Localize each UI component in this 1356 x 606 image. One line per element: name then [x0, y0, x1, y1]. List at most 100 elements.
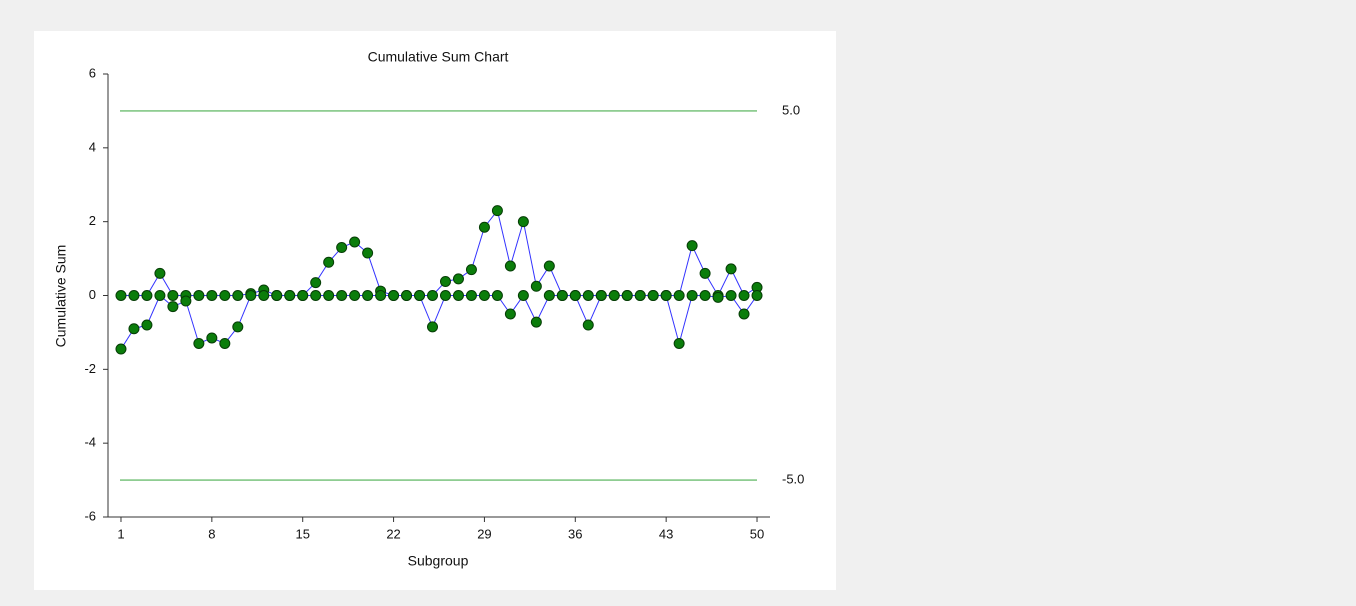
data-point	[517, 290, 529, 301]
data-point	[517, 216, 529, 228]
data-point	[569, 290, 581, 301]
data-point	[595, 290, 607, 301]
data-point	[271, 290, 283, 301]
data-point	[530, 316, 542, 328]
data-point	[362, 290, 374, 301]
x-tick-label: 43	[659, 526, 673, 541]
data-point	[167, 301, 179, 313]
x-tick-label: 36	[568, 526, 582, 541]
data-point	[452, 290, 464, 301]
data-point	[465, 290, 477, 301]
data-point	[310, 290, 322, 301]
data-point	[582, 319, 594, 331]
x-tick-label: 22	[386, 526, 400, 541]
y-axis-label: Cumulative Sum	[53, 245, 69, 348]
data-point	[699, 267, 711, 279]
data-point	[206, 332, 218, 344]
data-point	[439, 275, 451, 287]
data-point	[699, 290, 711, 301]
y-tick-label: 4	[89, 139, 96, 154]
data-point	[362, 247, 374, 259]
data-point	[115, 343, 127, 355]
x-tick-label: 50	[750, 526, 764, 541]
data-point	[310, 277, 322, 289]
data-point	[751, 290, 763, 301]
data-point	[660, 290, 672, 301]
data-point	[439, 290, 451, 301]
x-tick-label: 29	[477, 526, 491, 541]
data-point	[375, 290, 387, 301]
data-point	[725, 290, 737, 301]
data-point	[193, 290, 205, 301]
data-point	[673, 337, 685, 349]
data-point	[128, 290, 140, 301]
data-point	[128, 323, 140, 335]
data-point	[738, 308, 750, 320]
data-point	[465, 264, 477, 276]
y-tick-label: 2	[89, 213, 96, 228]
data-point	[193, 337, 205, 349]
data-point	[401, 290, 413, 301]
y-tick-label: 0	[89, 287, 96, 302]
y-tick-label: 6	[89, 65, 96, 80]
data-point	[284, 290, 296, 301]
control-limit-label: 5.0	[782, 102, 800, 117]
data-point	[154, 290, 166, 301]
chart-title: Cumulative Sum Chart	[368, 49, 509, 65]
data-point	[452, 273, 464, 285]
data-point	[543, 290, 555, 301]
data-point	[556, 290, 568, 301]
data-point	[427, 321, 439, 333]
data-point	[478, 221, 490, 233]
y-tick-label: -4	[84, 435, 96, 450]
data-point	[647, 290, 659, 301]
x-tick-label: 8	[208, 526, 215, 541]
data-point	[349, 290, 361, 301]
data-point	[141, 319, 153, 331]
x-tick-label: 1	[117, 526, 124, 541]
data-point	[634, 290, 646, 301]
data-point	[543, 260, 555, 272]
data-point	[673, 290, 685, 301]
data-point	[258, 290, 270, 301]
x-tick-label: 15	[295, 526, 309, 541]
data-point	[219, 290, 231, 301]
data-point	[219, 337, 231, 349]
series-line	[120, 209, 758, 297]
data-point	[530, 280, 542, 292]
data-point	[115, 290, 127, 301]
data-point	[141, 290, 153, 301]
x-axis-label: Subgroup	[408, 553, 469, 569]
data-point	[686, 290, 698, 301]
data-point	[323, 290, 335, 301]
data-point	[712, 291, 724, 303]
data-point	[232, 321, 244, 333]
data-point	[336, 290, 348, 301]
data-point	[297, 290, 309, 301]
data-point	[738, 290, 750, 301]
data-point	[323, 256, 335, 268]
data-point	[245, 290, 257, 301]
data-point	[582, 290, 594, 301]
data-point	[206, 290, 218, 301]
control-limit-label: -5.0	[782, 472, 804, 487]
data-point	[349, 236, 361, 248]
data-point	[388, 290, 400, 301]
data-point	[180, 295, 192, 307]
data-point	[478, 290, 490, 301]
data-point	[491, 290, 503, 301]
chart-panel	[34, 31, 836, 590]
data-point	[414, 290, 426, 301]
y-tick-label: -6	[84, 508, 96, 523]
data-point	[504, 308, 516, 320]
data-point	[167, 290, 179, 301]
data-point	[427, 290, 439, 301]
data-point	[725, 263, 737, 275]
y-tick-label: -2	[84, 361, 96, 376]
data-point	[608, 290, 620, 301]
data-point	[686, 240, 698, 252]
data-point	[621, 290, 633, 301]
data-point	[232, 290, 244, 301]
